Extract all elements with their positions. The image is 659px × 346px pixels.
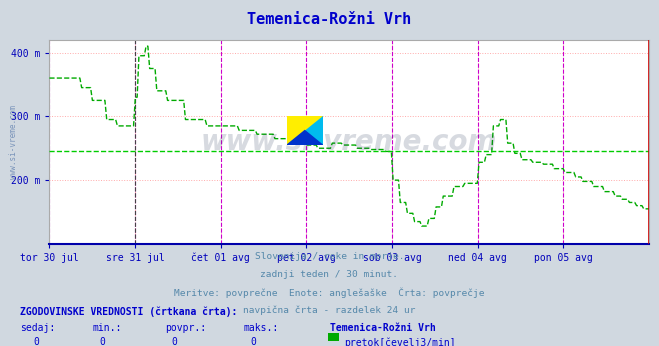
Polygon shape — [287, 116, 323, 145]
Text: navpična črta - razdelek 24 ur: navpična črta - razdelek 24 ur — [243, 306, 416, 315]
Text: Temenica-Rožni Vrh: Temenica-Rožni Vrh — [247, 12, 412, 27]
Polygon shape — [287, 131, 323, 145]
Text: ZGODOVINSKE VREDNOSTI (črtkana črta):: ZGODOVINSKE VREDNOSTI (črtkana črta): — [20, 306, 237, 317]
Text: pretok[čevelj3/min]: pretok[čevelj3/min] — [344, 337, 455, 346]
Polygon shape — [287, 116, 323, 145]
Text: maks.:: maks.: — [244, 323, 279, 333]
Text: Slovenija / reke in morje.: Slovenija / reke in morje. — [255, 252, 404, 261]
FancyBboxPatch shape — [328, 333, 339, 341]
Text: min.:: min.: — [92, 323, 122, 333]
Text: www.si-vreme.com: www.si-vreme.com — [9, 105, 18, 179]
Polygon shape — [287, 116, 304, 145]
Text: www.si-vreme.com: www.si-vreme.com — [201, 128, 498, 156]
Text: Temenica-Rožni Vrh: Temenica-Rožni Vrh — [330, 323, 435, 333]
Text: zadnji teden / 30 minut.: zadnji teden / 30 minut. — [260, 270, 399, 279]
Text: 0: 0 — [100, 337, 105, 346]
Text: sedaj:: sedaj: — [20, 323, 55, 333]
Text: 0: 0 — [251, 337, 256, 346]
Text: 0: 0 — [34, 337, 39, 346]
Text: 0: 0 — [172, 337, 177, 346]
Text: Meritve: povprečne  Enote: anglešaške  Črta: povprečje: Meritve: povprečne Enote: anglešaške Črt… — [174, 288, 485, 298]
Text: povpr.:: povpr.: — [165, 323, 206, 333]
